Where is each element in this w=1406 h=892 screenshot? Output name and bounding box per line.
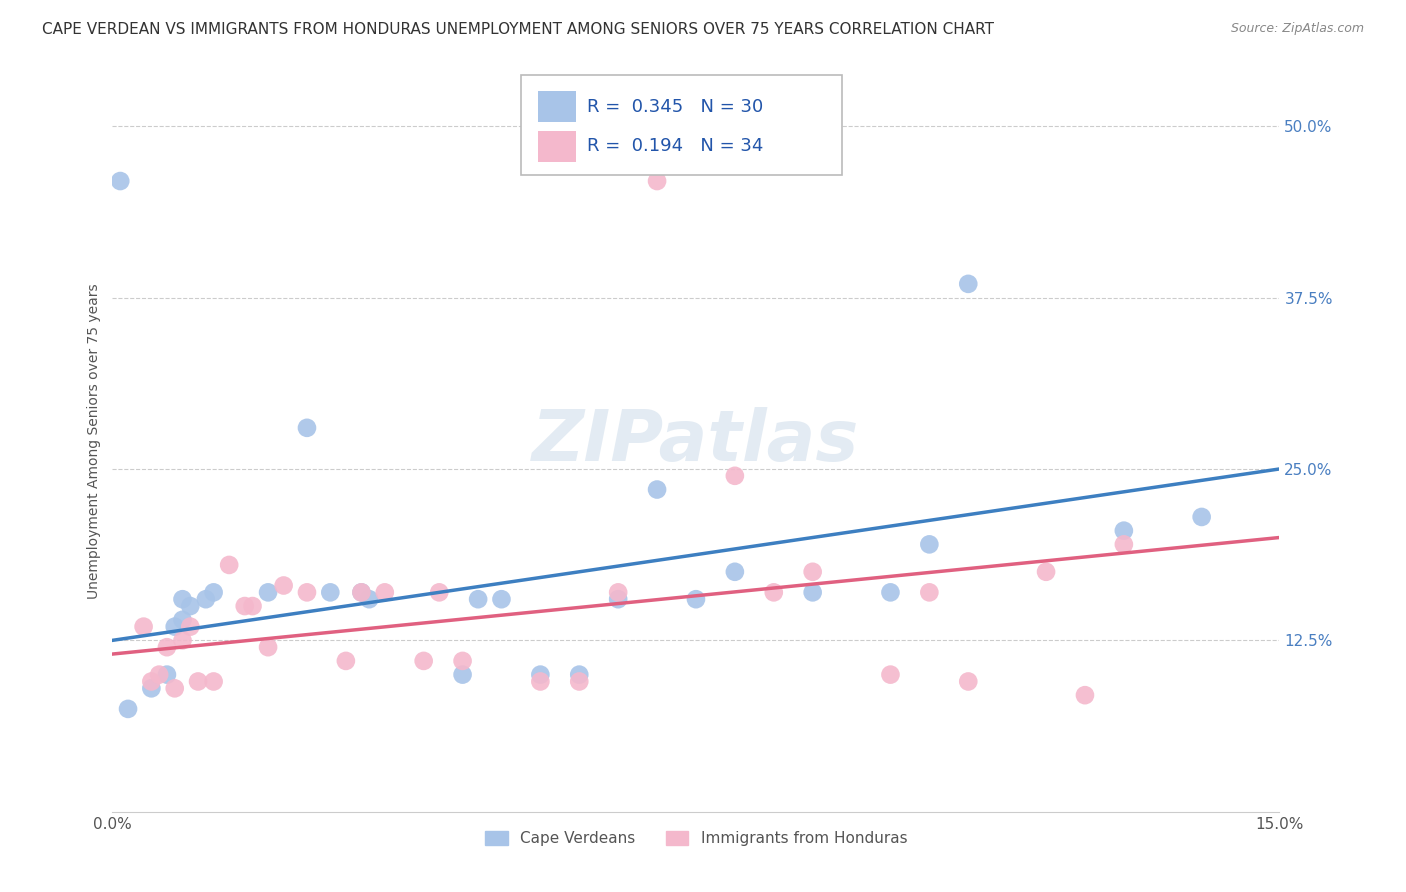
Point xyxy=(141,674,163,689)
Point xyxy=(801,565,824,579)
Point xyxy=(607,585,630,599)
Point xyxy=(957,277,980,291)
Point xyxy=(491,592,513,607)
Point xyxy=(257,585,280,599)
Point xyxy=(110,174,132,188)
Point xyxy=(724,468,747,483)
Text: R =  0.345   N = 30: R = 0.345 N = 30 xyxy=(588,98,763,116)
Point xyxy=(350,585,373,599)
FancyBboxPatch shape xyxy=(538,91,576,122)
Point xyxy=(295,421,318,435)
Point xyxy=(607,592,630,607)
Point xyxy=(156,640,179,655)
Point xyxy=(957,674,980,689)
Point xyxy=(132,619,155,633)
Point xyxy=(724,565,747,579)
Point xyxy=(319,585,342,599)
Point xyxy=(202,674,225,689)
Point xyxy=(163,619,186,633)
Point xyxy=(374,585,396,599)
Point xyxy=(295,585,318,599)
Point xyxy=(451,654,474,668)
Point xyxy=(350,585,373,599)
Point xyxy=(801,585,824,599)
Point xyxy=(141,681,163,696)
Point xyxy=(685,592,707,607)
Point xyxy=(359,592,381,607)
Point xyxy=(879,667,901,681)
Point xyxy=(412,654,434,668)
FancyBboxPatch shape xyxy=(538,130,576,161)
Point xyxy=(117,702,139,716)
Point xyxy=(172,592,194,607)
Point xyxy=(427,585,450,599)
Point xyxy=(194,592,217,607)
Point xyxy=(163,681,186,696)
Point xyxy=(1112,524,1135,538)
Point xyxy=(257,640,280,655)
Text: R =  0.194   N = 34: R = 0.194 N = 34 xyxy=(588,137,763,155)
Point xyxy=(1035,565,1057,579)
FancyBboxPatch shape xyxy=(520,75,842,175)
Point xyxy=(1074,688,1097,702)
Point xyxy=(918,585,941,599)
Point xyxy=(529,674,551,689)
Point xyxy=(645,174,668,188)
Point xyxy=(1191,510,1213,524)
Point xyxy=(233,599,256,613)
Point xyxy=(1112,537,1135,551)
Point xyxy=(762,585,785,599)
Point xyxy=(568,667,591,681)
Y-axis label: Unemployment Among Seniors over 75 years: Unemployment Among Seniors over 75 years xyxy=(87,284,101,599)
Point xyxy=(568,674,591,689)
Point xyxy=(148,667,170,681)
Point xyxy=(218,558,240,572)
Point xyxy=(179,599,201,613)
Point xyxy=(529,667,551,681)
Point xyxy=(273,578,295,592)
Legend: Cape Verdeans, Immigrants from Honduras: Cape Verdeans, Immigrants from Honduras xyxy=(478,825,914,852)
Point xyxy=(879,585,901,599)
Point xyxy=(187,674,209,689)
Point xyxy=(242,599,264,613)
Point xyxy=(172,633,194,648)
Point xyxy=(918,537,941,551)
Point xyxy=(467,592,489,607)
Text: Source: ZipAtlas.com: Source: ZipAtlas.com xyxy=(1230,22,1364,36)
Point xyxy=(179,619,201,633)
Point xyxy=(645,483,668,497)
Text: CAPE VERDEAN VS IMMIGRANTS FROM HONDURAS UNEMPLOYMENT AMONG SENIORS OVER 75 YEAR: CAPE VERDEAN VS IMMIGRANTS FROM HONDURAS… xyxy=(42,22,994,37)
Point xyxy=(156,667,179,681)
Text: ZIPatlas: ZIPatlas xyxy=(533,407,859,476)
Point xyxy=(172,613,194,627)
Point xyxy=(202,585,225,599)
Point xyxy=(335,654,357,668)
Point xyxy=(451,667,474,681)
